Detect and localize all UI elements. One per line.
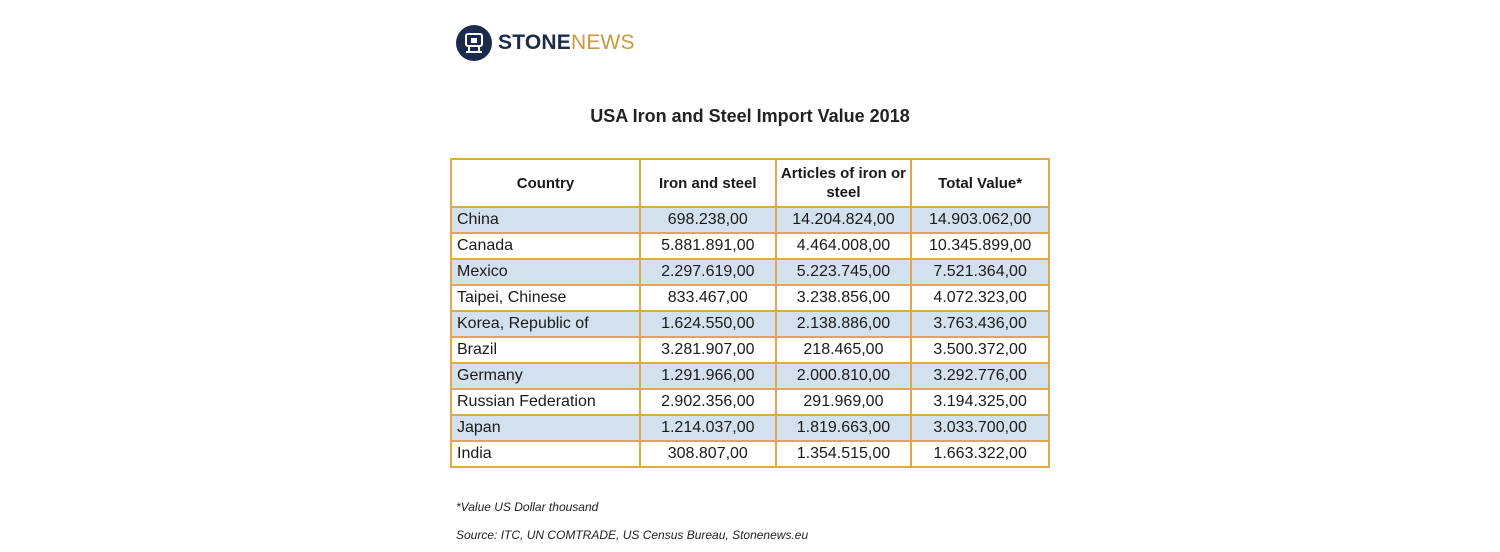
cell-country: Russian Federation — [450, 388, 641, 416]
cell-country: Korea, Republic of — [450, 310, 641, 338]
cell-iron-and-steel: 5.881.891,00 — [638, 232, 777, 260]
cell-country: Brazil — [450, 336, 641, 364]
cell-country: Canada — [450, 232, 641, 260]
cell-total-value: 14.903.062,00 — [910, 206, 1050, 234]
cell-iron-and-steel: 698.238,00 — [638, 206, 777, 234]
table-row: Mexico 2.297.619,00 5.223.745,00 7.521.364,… — [450, 258, 1050, 286]
cell-country: Mexico — [450, 258, 641, 286]
table-row: Brazil 3.281.907,00 218.465,00 3.500.372,00 — [450, 336, 1050, 364]
cell-total-value: 3.194.325,00 — [910, 388, 1050, 416]
column-header-iron-and-steel: Iron and steel — [638, 158, 777, 208]
table-row: China 698.238,00 14.204.824,00 14.903.062,0… — [450, 206, 1050, 234]
cell-iron-and-steel: 2.297.619,00 — [638, 258, 777, 286]
cell-iron-and-steel: 1.291.966,00 — [638, 362, 777, 390]
cell-iron-and-steel: 1.624.550,00 — [638, 310, 777, 338]
table-row: India 308.807,00 1.354.515,00 1.663.322,00 — [450, 440, 1050, 468]
column-header-total-value: Total Value* — [910, 158, 1050, 208]
table-title: USA Iron and Steel Import Value 2018 — [590, 106, 910, 126]
cell-iron-and-steel: 3.281.907,00 — [638, 336, 777, 364]
table-header-row: Country Iron and steel Articles of iron … — [450, 158, 1050, 208]
cell-total-value: 3.033.700,00 — [910, 414, 1050, 442]
table-row: Japan 1.214.037,00 1.819.663,00 3.033.700,0… — [450, 414, 1050, 442]
cell-iron-and-steel: 2.902.356,00 — [638, 388, 777, 416]
table-row: Taipei, Chinese 833.467,00 3.238.856,00 4.0… — [450, 284, 1050, 312]
brand-name: STONENEWS — [498, 31, 635, 55]
cell-country: Taipei, Chinese — [450, 284, 641, 312]
cell-total-value: 4.072.323,00 — [910, 284, 1050, 312]
cell-iron-and-steel: 1.214.037,00 — [638, 414, 777, 442]
source-note: Source: ITC, UN COMTRADE, US Census Bure… — [456, 528, 809, 542]
brand-name-part1: STONE — [498, 31, 571, 54]
column-header-articles: Articles of iron or steel — [774, 158, 913, 208]
cell-total-value: 3.500.372,00 — [910, 336, 1050, 364]
column-header-country: Country — [450, 158, 641, 208]
cell-articles: 5.223.745,00 — [774, 258, 913, 286]
cell-total-value: 3.763.436,00 — [910, 310, 1050, 338]
cell-articles: 2.000.810,00 — [774, 362, 913, 390]
stonenews-logo-icon — [456, 25, 492, 61]
table-body: China 698.238,00 14.204.824,00 14.903.062,0… — [450, 206, 1050, 468]
cell-country: India — [450, 440, 641, 468]
table-row: Germany 1.291.966,00 2.000.810,00 3.292.776… — [450, 362, 1050, 390]
import-value-table: Country Iron and steel Articles of iron … — [450, 158, 1050, 468]
table-row: Korea, Republic of 1.624.550,00 2.138.886,… — [450, 310, 1050, 338]
cell-articles: 1.819.663,00 — [774, 414, 913, 442]
cell-total-value: 7.521.364,00 — [910, 258, 1050, 286]
unit-note: *Value US Dollar thousand — [456, 500, 599, 514]
column-header-articles-text: Articles of iron or steel — [780, 165, 906, 201]
brand-logo: STONENEWS — [456, 25, 635, 61]
cell-articles: 14.204.824,00 — [774, 206, 913, 234]
cell-country: China — [450, 206, 641, 234]
cell-total-value: 10.345.899,00 — [910, 232, 1050, 260]
cell-country: Germany — [450, 362, 641, 390]
cell-articles: 291.969,00 — [774, 388, 913, 416]
cell-articles: 2.138.886,00 — [774, 310, 913, 338]
table-row: Russian Federation 2.902.356,00 291.969,00… — [450, 388, 1050, 416]
cell-country: Japan — [450, 414, 641, 442]
brand-name-part2: NEWS — [570, 31, 635, 54]
cell-articles: 3.238.856,00 — [774, 284, 913, 312]
cell-articles: 4.464.008,00 — [774, 232, 913, 260]
cell-total-value: 3.292.776,00 — [910, 362, 1050, 390]
cell-iron-and-steel: 308.807,00 — [638, 440, 777, 468]
cell-articles: 218.465,00 — [774, 336, 913, 364]
cell-total-value: 1.663.322,00 — [910, 440, 1050, 468]
table-row: Canada 5.881.891,00 4.464.008,00 10.345.899… — [450, 232, 1050, 260]
cell-articles: 1.354.515,00 — [774, 440, 913, 468]
cell-iron-and-steel: 833.467,00 — [638, 284, 777, 312]
